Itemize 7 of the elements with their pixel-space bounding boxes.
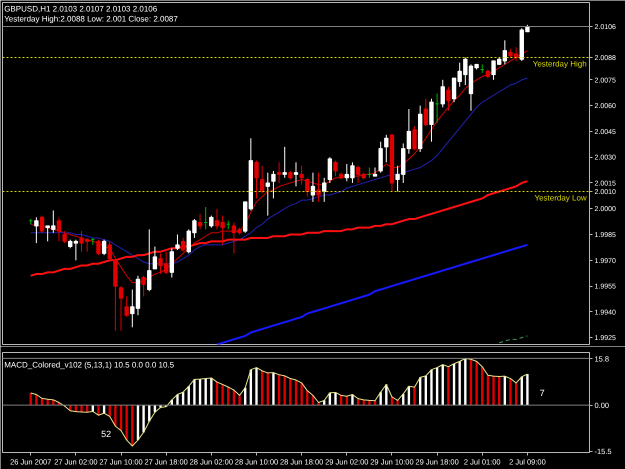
text: 7 (540, 388, 545, 398)
ref-line-label: Yesterday Low (534, 194, 587, 203)
text: Yesterday High:2.0088 Low: 2.001 Close: 2.0087 (4, 14, 178, 24)
text: MACD_Colored_v102 (5,13,1) 10.5 0.0 0.0 10.5 (4, 360, 175, 370)
annotation: 52 (101, 429, 112, 439)
chart-title: GBPUSD,H1 2.0103 2.0107 2.0103 2.0106 (4, 4, 158, 14)
ref-line-label: Yesterday High (532, 59, 587, 68)
